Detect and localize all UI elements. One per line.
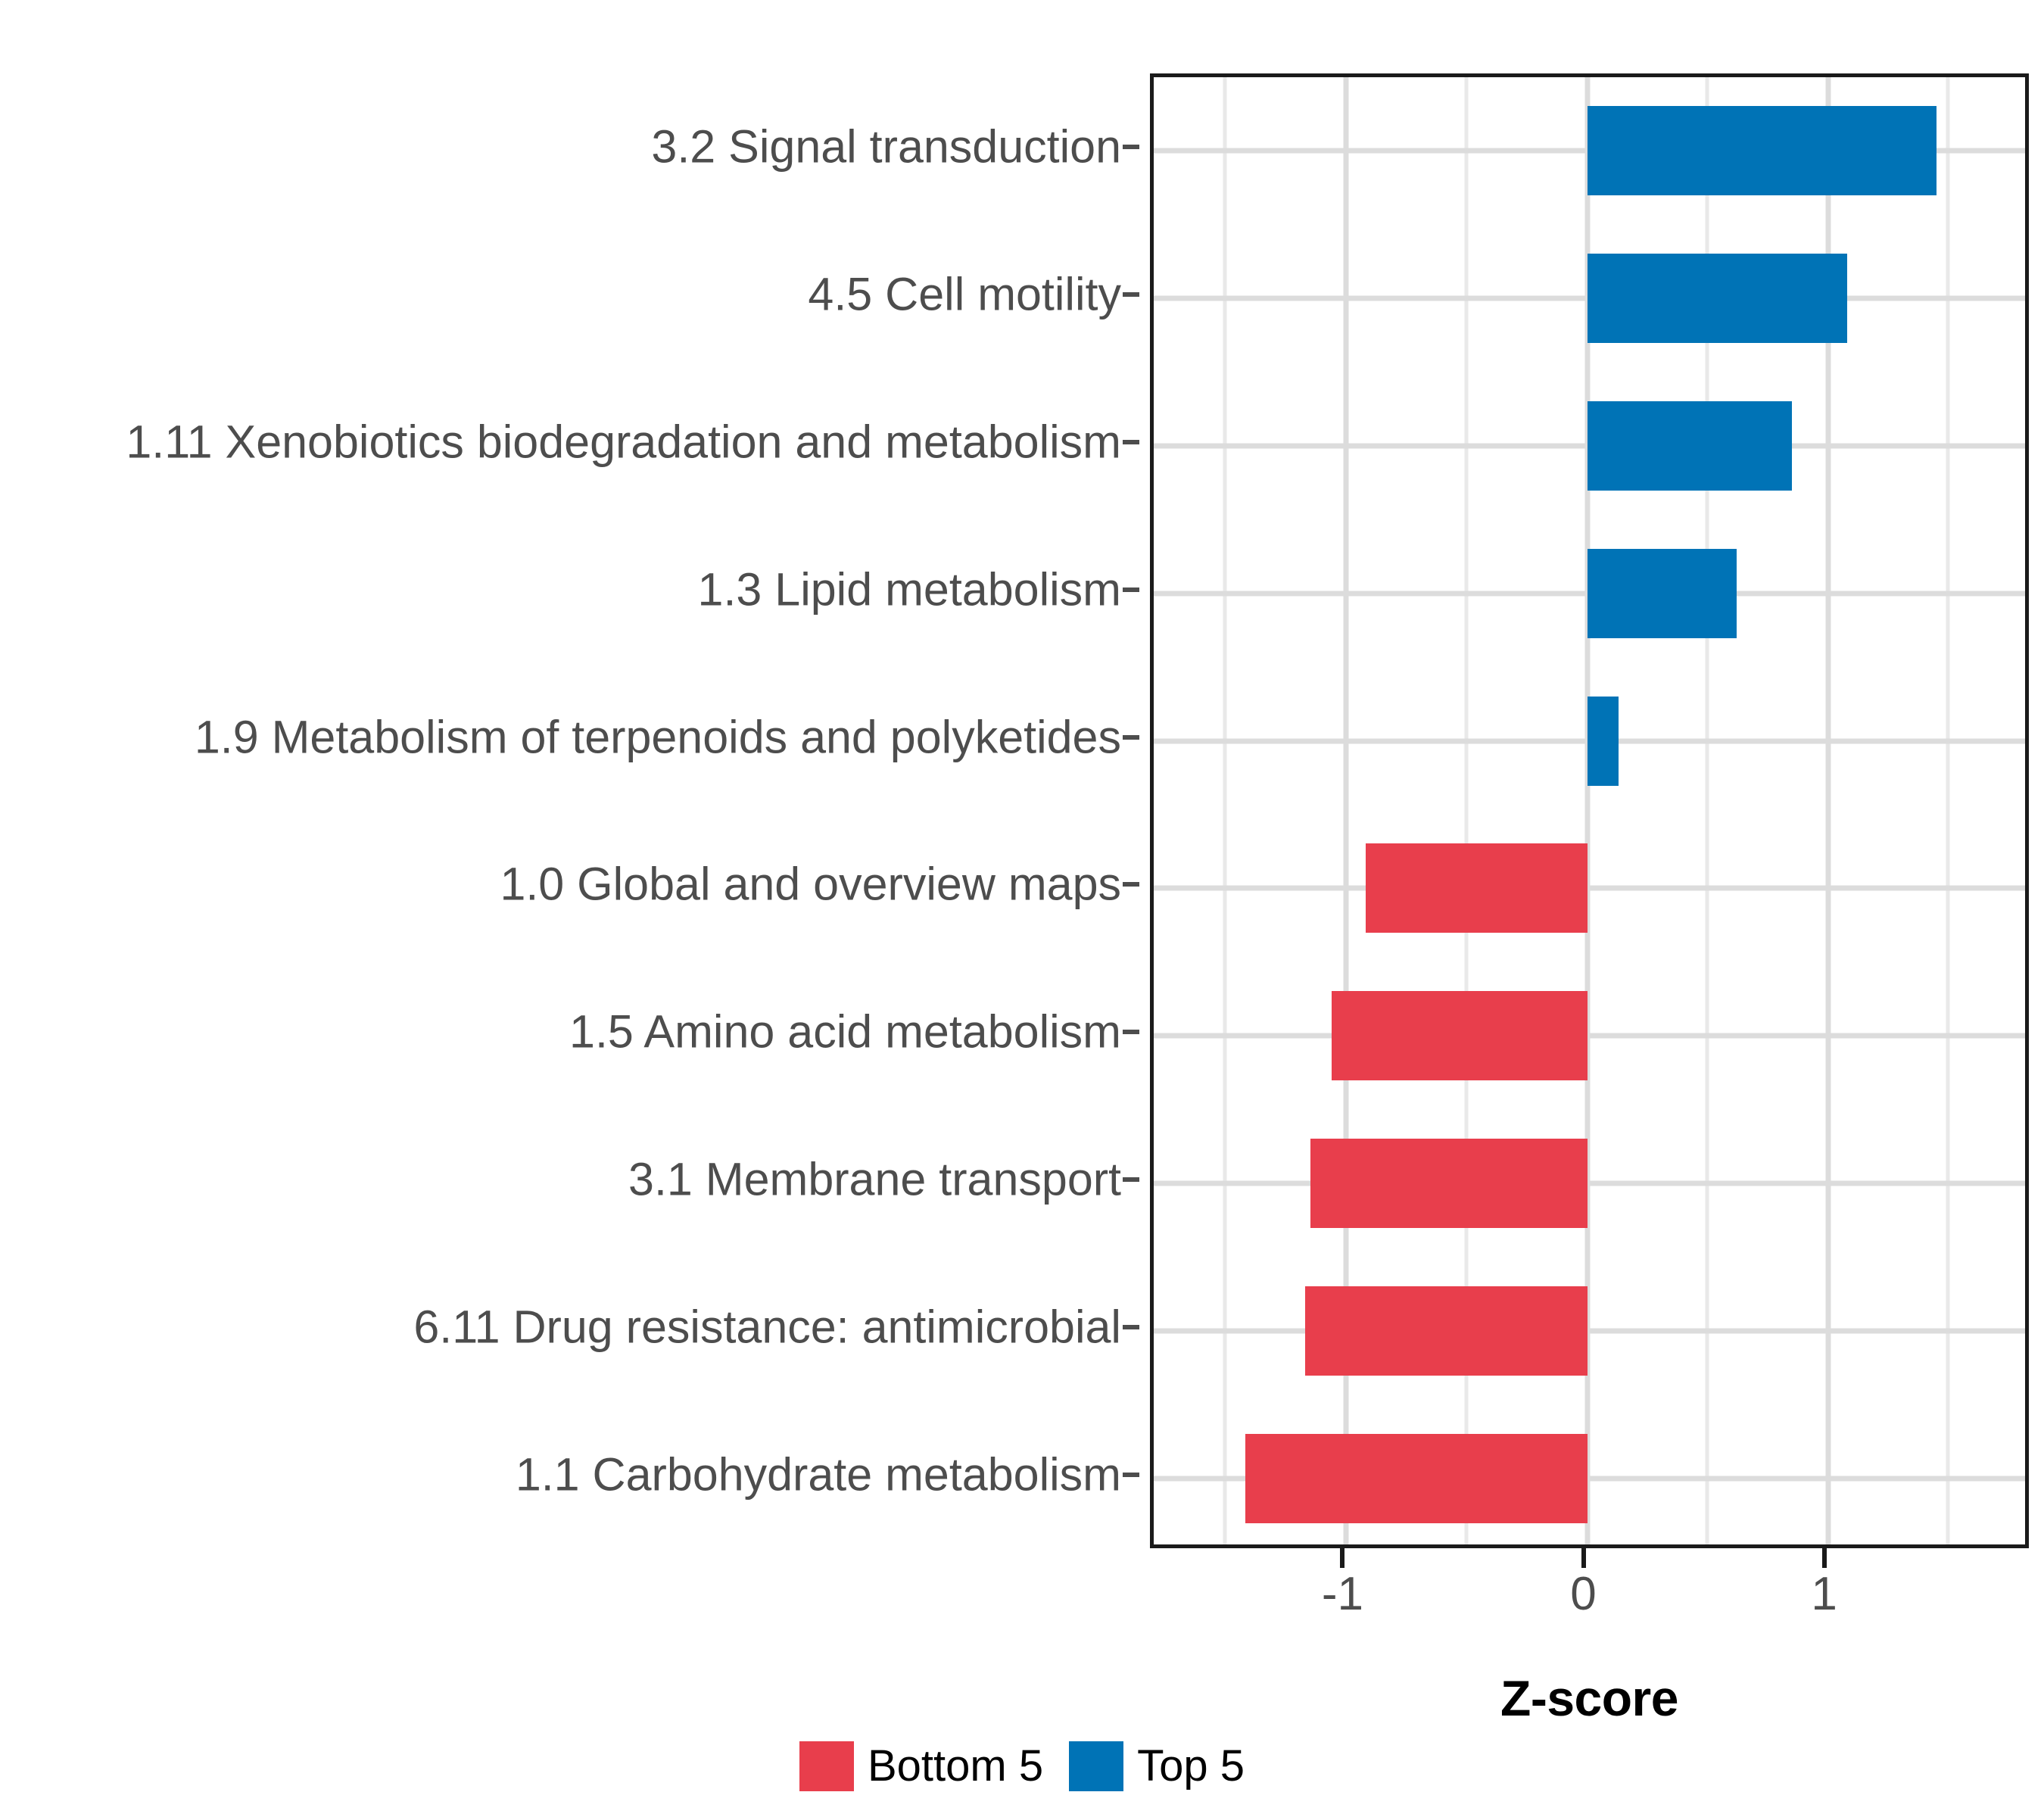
y-axis-tick bbox=[1123, 1324, 1139, 1329]
bar bbox=[1587, 106, 1937, 196]
y-axis-tick bbox=[1123, 734, 1139, 740]
x-axis-tick-label: 0 bbox=[1570, 1568, 1597, 1620]
gridline-vertical bbox=[1343, 77, 1349, 1544]
y-axis-tick bbox=[1123, 145, 1139, 150]
gridline-vertical-minor bbox=[1223, 77, 1227, 1544]
y-axis-tick bbox=[1123, 882, 1139, 887]
bar bbox=[1587, 696, 1619, 786]
x-axis-tick-label: 1 bbox=[1811, 1568, 1837, 1620]
gridline-horizontal bbox=[1154, 1476, 2025, 1482]
y-axis-tick bbox=[1123, 440, 1139, 444]
bar bbox=[1587, 548, 1737, 638]
y-axis-tick bbox=[1123, 292, 1139, 298]
y-axis-tick bbox=[1123, 587, 1139, 592]
bar bbox=[1310, 1139, 1588, 1228]
y-axis-label: 4.5 Cell motility bbox=[808, 268, 1121, 320]
bar bbox=[1332, 991, 1588, 1081]
bar bbox=[1587, 401, 1792, 491]
y-axis-label: 1.9 Metabolism of terpenoids and polyket… bbox=[194, 711, 1121, 763]
bar bbox=[1365, 843, 1588, 933]
y-axis-label: 1.5 Amino acid metabolism bbox=[569, 1005, 1121, 1058]
x-axis-ticks: -1 0 1 bbox=[1150, 1548, 2029, 1618]
legend-color-swatch bbox=[1069, 1741, 1124, 1791]
y-axis-label: 1.0 Global and overview maps bbox=[500, 858, 1121, 910]
legend-label: Bottom 5 bbox=[867, 1741, 1044, 1791]
gridline-horizontal bbox=[1154, 885, 2025, 891]
y-axis-tick bbox=[1123, 1472, 1139, 1477]
legend-color-swatch bbox=[799, 1741, 854, 1791]
gridline-vertical-minor bbox=[1946, 77, 1950, 1544]
x-axis-tick-label: -1 bbox=[1321, 1568, 1364, 1620]
y-axis-label: 1.11 Xenobiotics biodegradation and meta… bbox=[126, 416, 1121, 468]
gridline-vertical bbox=[1825, 77, 1831, 1544]
legend-item[interactable]: Bottom 5 bbox=[799, 1741, 1043, 1791]
y-axis-tick bbox=[1123, 1177, 1139, 1182]
gridline-horizontal bbox=[1154, 1033, 2025, 1039]
gridline-vertical-minor bbox=[1705, 77, 1709, 1544]
x-axis-title: Z-score bbox=[1500, 1670, 1678, 1726]
y-axis-label: 1.3 Lipid metabolism bbox=[697, 563, 1121, 616]
bar bbox=[1305, 1286, 1588, 1376]
bar bbox=[1587, 254, 1848, 344]
x-axis-tick bbox=[1581, 1548, 1586, 1568]
y-axis-label: 3.2 Signal transduction bbox=[651, 120, 1121, 173]
gridline-vertical bbox=[1584, 77, 1591, 1544]
y-axis-tick bbox=[1123, 1030, 1139, 1035]
plot-panel bbox=[1150, 73, 2029, 1548]
y-axis-label: 6.11 Drug resistance: antimicrobial bbox=[413, 1301, 1121, 1353]
gridline-horizontal bbox=[1154, 1328, 2025, 1334]
chart-legend: Bottom 5 Top 5 bbox=[0, 1741, 2044, 1791]
y-axis-label: 1.1 Carbohydrate metabolism bbox=[515, 1448, 1121, 1501]
legend-item[interactable]: Top 5 bbox=[1069, 1741, 1245, 1791]
y-axis-label: 3.1 Membrane transport bbox=[628, 1153, 1121, 1205]
gridline-vertical-minor bbox=[1464, 77, 1468, 1544]
x-axis-tick bbox=[1821, 1548, 1827, 1568]
x-axis-tick bbox=[1340, 1548, 1345, 1568]
legend-label: Top 5 bbox=[1137, 1741, 1245, 1791]
gridline-horizontal bbox=[1154, 1180, 2025, 1186]
y-axis-labels: 3.2 Signal transduction 4.5 Cell motility… bbox=[0, 73, 1139, 1548]
bar bbox=[1245, 1433, 1588, 1523]
